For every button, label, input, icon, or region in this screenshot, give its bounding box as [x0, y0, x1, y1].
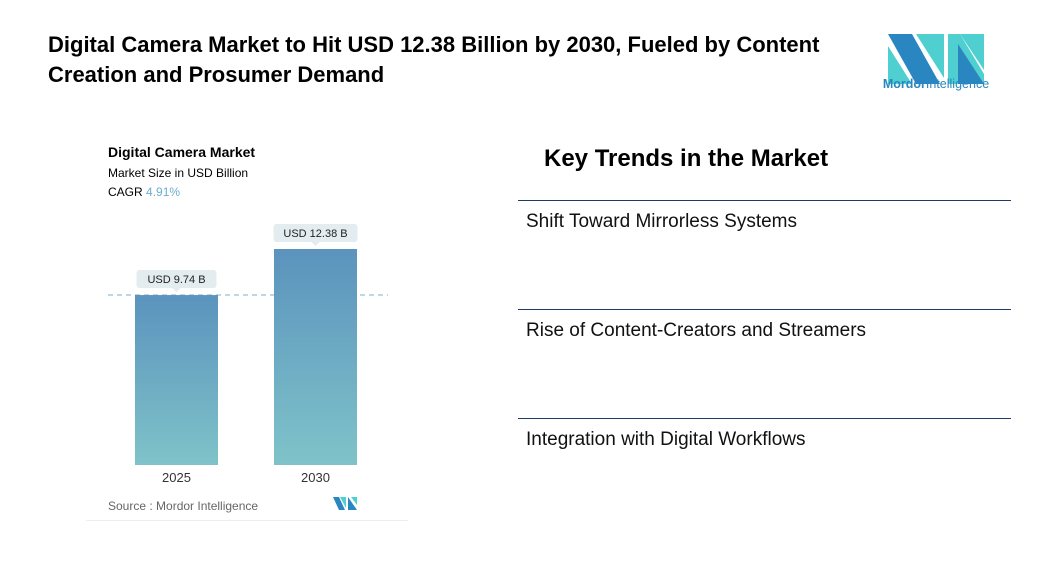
- chart-card: [86, 130, 408, 521]
- trend-item: Rise of Content-Creators and Streamers: [526, 320, 867, 341]
- x-tick-label: 2025: [162, 470, 191, 485]
- mordor-logo-icon: [888, 34, 984, 84]
- data-label-pointer: [172, 288, 181, 293]
- trends-title: Key Trends in the Market: [544, 145, 829, 172]
- data-label-pointer: [311, 242, 320, 246]
- bar-2025: [135, 295, 218, 465]
- data-label-bg: [136, 270, 217, 289]
- trend-item: Shift Toward Mirrorless Systems: [526, 211, 797, 232]
- divider: [518, 309, 1011, 310]
- bar-chart: Digital Camera Market Market Size in USD…: [108, 144, 388, 513]
- divider: [518, 200, 1011, 201]
- logo-text: MordorIntelligence: [882, 77, 990, 91]
- source-logo-icon: [333, 497, 357, 510]
- data-label-bg: [273, 224, 358, 242]
- divider: [518, 418, 1011, 419]
- bar-2030: [274, 249, 357, 465]
- chart-subtitle: Market Size in USD Billion: [108, 166, 248, 180]
- cagr-label: CAGR 4.91%: [108, 185, 180, 199]
- chart-source: Source : Mordor Intelligence: [108, 499, 258, 513]
- trend-item: Integration with Digital Workflows: [526, 429, 806, 450]
- x-tick-label: 2030: [301, 470, 330, 485]
- data-label: USD 9.74 B: [147, 274, 205, 286]
- data-label: USD 12.38 B: [283, 228, 347, 240]
- page-title: Digital Camera Market to Hit USD 12.38 B…: [48, 32, 820, 87]
- chart-title: Digital Camera Market: [108, 144, 255, 160]
